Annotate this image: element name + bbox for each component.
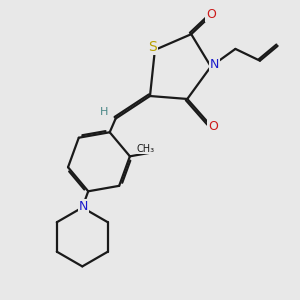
Text: H: H — [100, 107, 108, 117]
Text: O: O — [206, 8, 216, 21]
Text: CH₃: CH₃ — [136, 144, 155, 154]
Text: N: N — [79, 200, 88, 213]
Text: S: S — [148, 40, 157, 54]
Text: O: O — [208, 120, 218, 133]
Text: N: N — [210, 58, 220, 71]
